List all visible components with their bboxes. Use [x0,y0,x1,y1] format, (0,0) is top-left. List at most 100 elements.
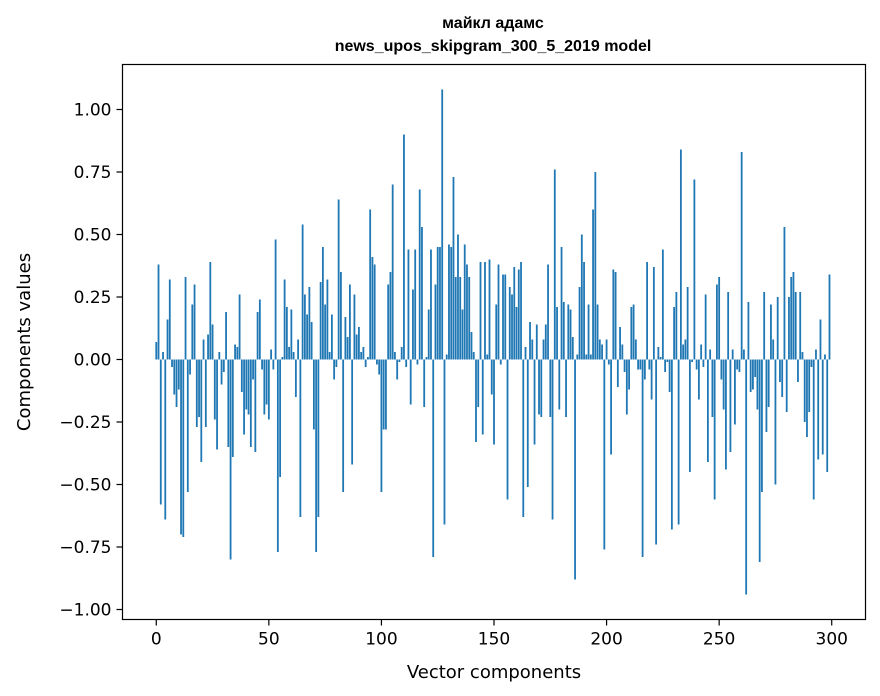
bar-36 [236,347,239,360]
bar-131 [450,247,453,360]
bar-235 [684,339,687,360]
bar-256 [731,349,734,360]
x-tick-label-200: 200 [590,630,622,650]
bar-49 [265,359,268,405]
bar-237 [688,359,691,472]
bar-295 [819,319,822,360]
bar-97 [373,264,376,360]
bar-192 [587,304,590,360]
bar-291 [810,359,813,367]
bar-184 [569,309,572,360]
bar-175 [549,359,552,417]
bar-160 [515,307,518,360]
bar-27 [216,359,218,450]
bar-44 [254,359,257,452]
bar-234 [682,344,685,360]
chart-title: майкл адамс [442,15,544,32]
bar-68 [308,287,311,360]
bar-298 [826,359,829,472]
bar-20 [200,359,203,462]
bar-104 [389,272,392,360]
bar-224 [659,357,662,360]
bar-155 [504,274,507,360]
bar-193 [589,354,592,360]
x-axis-label: Vector components [407,662,581,683]
bar-123 [432,359,435,557]
bar-208 [623,359,626,372]
bar-45 [256,312,259,360]
bar-13 [184,277,187,360]
bar-84 [344,317,347,360]
bar-17 [193,284,196,360]
bar-122 [430,249,432,360]
bar-228 [668,359,671,392]
bar-244 [704,294,707,360]
bar-103 [387,284,390,360]
bar-140 [470,332,473,360]
bar-210 [628,359,630,390]
bar-154 [502,274,504,360]
bar-7 [171,359,173,367]
bar-288 [803,359,806,422]
y-tick-label-0: −1.00 [59,601,111,621]
bar-248 [713,359,716,500]
bar-99 [378,359,381,375]
bar-5 [166,319,169,360]
bar-139 [468,277,471,360]
bar-153 [499,359,502,365]
y-axis-label: Components values [14,253,35,431]
bar-183 [567,304,570,360]
bar-205 [616,359,619,387]
bar-254 [727,292,730,360]
bar-197 [598,339,601,360]
bar-118 [421,227,423,360]
bar-38 [240,359,243,392]
bar-62 [294,359,297,397]
bar-101 [382,359,385,430]
y-tick-label-5: 0.25 [74,288,112,308]
y-tick-label-1: −0.75 [59,538,111,558]
bar-147 [486,354,489,360]
bar-32 [227,359,230,447]
bar-217 [643,359,646,380]
x-axis: 0 50 100 150 200 250 300 [151,619,848,650]
bar-191 [585,354,588,360]
bar-299 [828,274,831,360]
bar-150 [493,359,495,445]
bar-166 [529,322,531,360]
bar-112 [407,249,410,360]
bar-42 [249,359,252,447]
bar-133 [454,277,457,360]
bar-262 [745,359,748,595]
bar-64 [299,359,302,517]
bar-227 [666,359,669,362]
bar-177 [553,169,556,360]
bar-286 [799,292,802,360]
bar-86 [349,284,351,360]
bar-57 [283,279,286,360]
bar-0 [155,342,158,360]
bar-265 [752,359,754,390]
bar-66 [303,294,306,360]
bar-12 [182,359,185,537]
bar-94 [367,357,369,360]
bar-238 [691,359,694,362]
bar-124 [434,284,437,360]
bar-159 [513,267,516,360]
bar-55 [279,359,282,477]
bar-219 [648,359,651,370]
bar-215 [639,359,642,370]
bar-229 [670,359,673,530]
bar-14 [186,359,189,492]
bar-63 [297,339,300,360]
bar-115 [414,249,417,360]
bar-130 [448,244,450,360]
bar-21 [202,339,205,360]
bar-82 [340,272,342,360]
bar-54 [276,359,279,552]
bar-236 [686,287,689,360]
bar-289 [806,359,808,437]
bar-163 [522,359,525,517]
bar-110 [403,134,405,360]
bar-198 [601,344,603,360]
